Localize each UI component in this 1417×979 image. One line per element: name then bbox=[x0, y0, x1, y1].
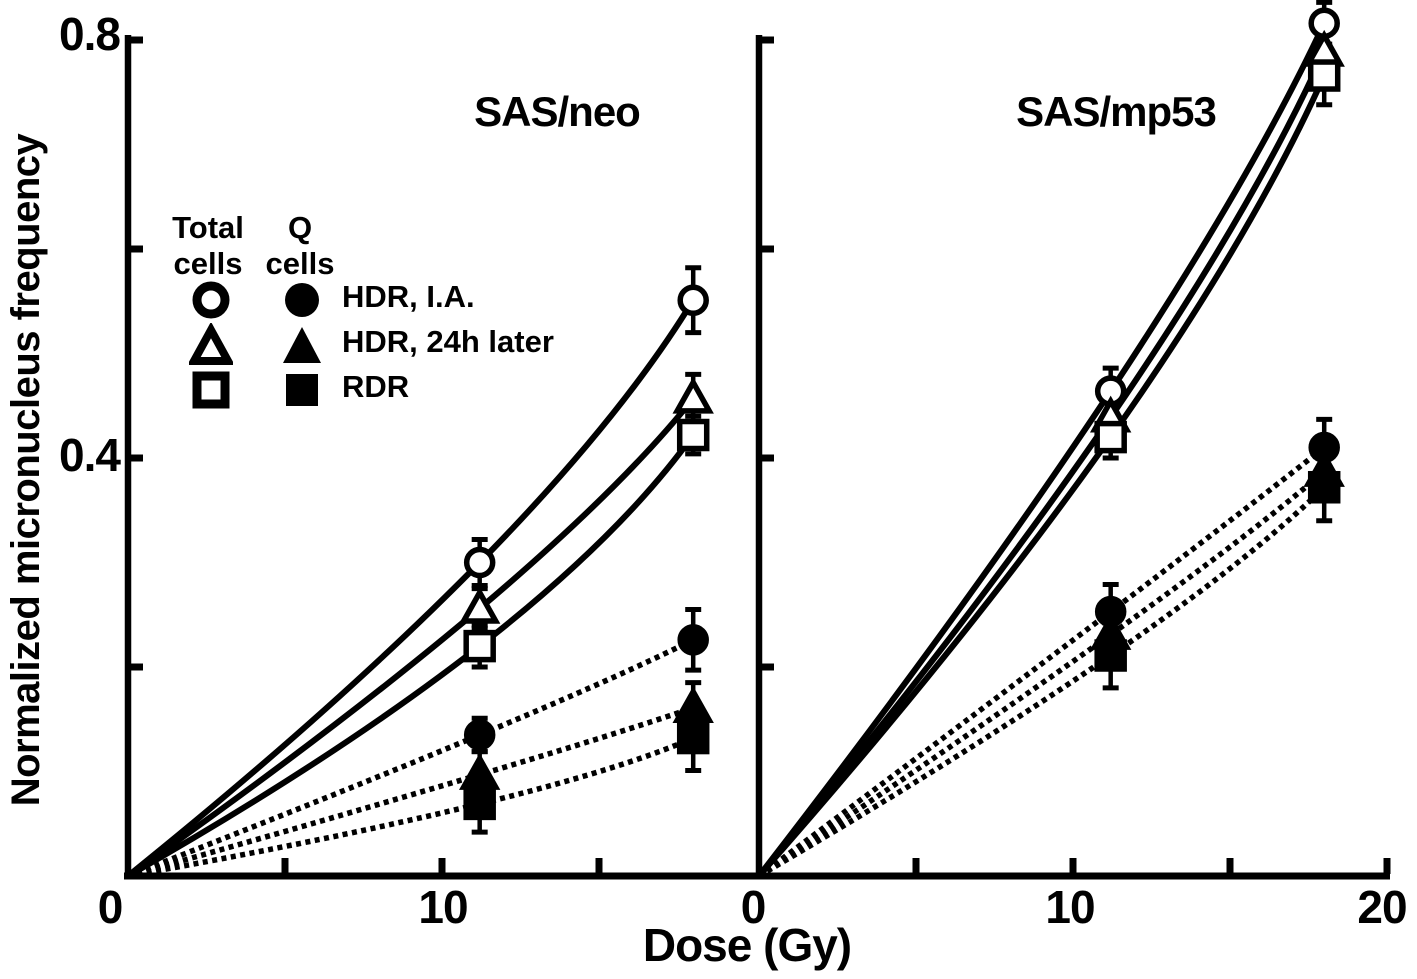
sas-neo-q-hdr-24h-marker-filled-triangle bbox=[458, 753, 501, 790]
panel-title-sas-mp53: SAS/mp53 bbox=[1016, 88, 1217, 135]
sas-neo-q-rdr-marker-filled-square bbox=[676, 721, 710, 755]
sas-neo-q-hdr-24h-curve bbox=[127, 705, 695, 879]
x-tick-label-right-0: 0 bbox=[740, 881, 767, 933]
sas-mp53-total-rdr-marker-open-square bbox=[1307, 59, 1341, 92]
sas-neo-q-rdr-marker-filled-square bbox=[463, 787, 496, 821]
sas-neo-total-hdr-24h-marker-open-triangle bbox=[672, 376, 714, 414]
x-tick-label-left-10: 10 bbox=[418, 881, 468, 933]
panel-title-sas-neo: SAS/neo bbox=[474, 88, 641, 135]
sas-mp53-q-rdr-marker-filled-square bbox=[1094, 639, 1127, 672]
x-tick-label-right-10: 10 bbox=[1045, 881, 1095, 933]
legend-header-q-line1: Q bbox=[287, 210, 313, 245]
legend-filled-triangle-icon bbox=[283, 327, 321, 363]
legend-filled-circle-icon bbox=[285, 283, 319, 317]
legend-header-total-cells: Total cells bbox=[160, 210, 256, 282]
y-axis-title: Normalized micronucleus frequency bbox=[4, 133, 48, 807]
legend-label-rdr: RDR bbox=[342, 369, 410, 404]
legend-header-total-line1: Total bbox=[172, 210, 244, 245]
sas-neo-total-hdr-ia-marker-open-circle bbox=[677, 284, 709, 316]
legend-label-hdr-ia: HDR, I.A. bbox=[342, 279, 475, 314]
sas-mp53-total-hdr-ia-curve bbox=[756, 22, 1327, 878]
sas-neo-q-hdr-ia-marker-filled-circle bbox=[677, 624, 709, 656]
legend-header-q-line2: cells bbox=[265, 246, 335, 281]
x-axis-title: Dose (Gy) bbox=[642, 919, 852, 971]
y-tick-label-0-8: 0.8 bbox=[59, 8, 121, 60]
sas-mp53-total-rdr-curve bbox=[756, 74, 1327, 878]
y-tick-label-0-4: 0.4 bbox=[59, 429, 121, 481]
sas-neo-q-hdr-ia-curve bbox=[127, 637, 695, 879]
sas-neo-total-hdr-24h-marker-open-triangle bbox=[458, 586, 501, 624]
sas-neo-total-rdr-marker-open-square bbox=[463, 629, 496, 663]
sas-mp53-total-rdr-marker-open-square bbox=[1094, 420, 1127, 454]
x-tick-label-right-20: 20 bbox=[1357, 881, 1407, 933]
x-tick-label-left-0: 0 bbox=[97, 881, 124, 933]
sas-neo-q-hdr-ia-marker-filled-circle bbox=[463, 719, 496, 751]
sas-neo-q-rdr-curve bbox=[127, 735, 695, 879]
legend-header-q-cells: Q cells bbox=[258, 210, 342, 282]
legend-label-hdr-24h-later: HDR, 24h later bbox=[342, 324, 554, 359]
sas-neo-total-rdr-marker-open-square bbox=[676, 418, 710, 452]
legend-header-total-line2: cells bbox=[173, 246, 243, 281]
legend-open-square-icon bbox=[192, 371, 230, 409]
sas-mp53-total-hdr-24h-curve bbox=[756, 50, 1327, 878]
legend-filled-square-icon bbox=[286, 374, 318, 406]
legend-open-circle-icon bbox=[192, 281, 230, 319]
sas-mp53-q-rdr-marker-filled-square bbox=[1307, 471, 1341, 504]
sas-mp53-q-hdr-24h-curve bbox=[757, 469, 1326, 879]
legend-open-triangle-icon bbox=[189, 323, 233, 365]
sas-neo-q-hdr-24h-marker-filled-triangle bbox=[672, 686, 714, 724]
sas-neo-total-hdr-ia-marker-open-circle bbox=[463, 546, 496, 579]
